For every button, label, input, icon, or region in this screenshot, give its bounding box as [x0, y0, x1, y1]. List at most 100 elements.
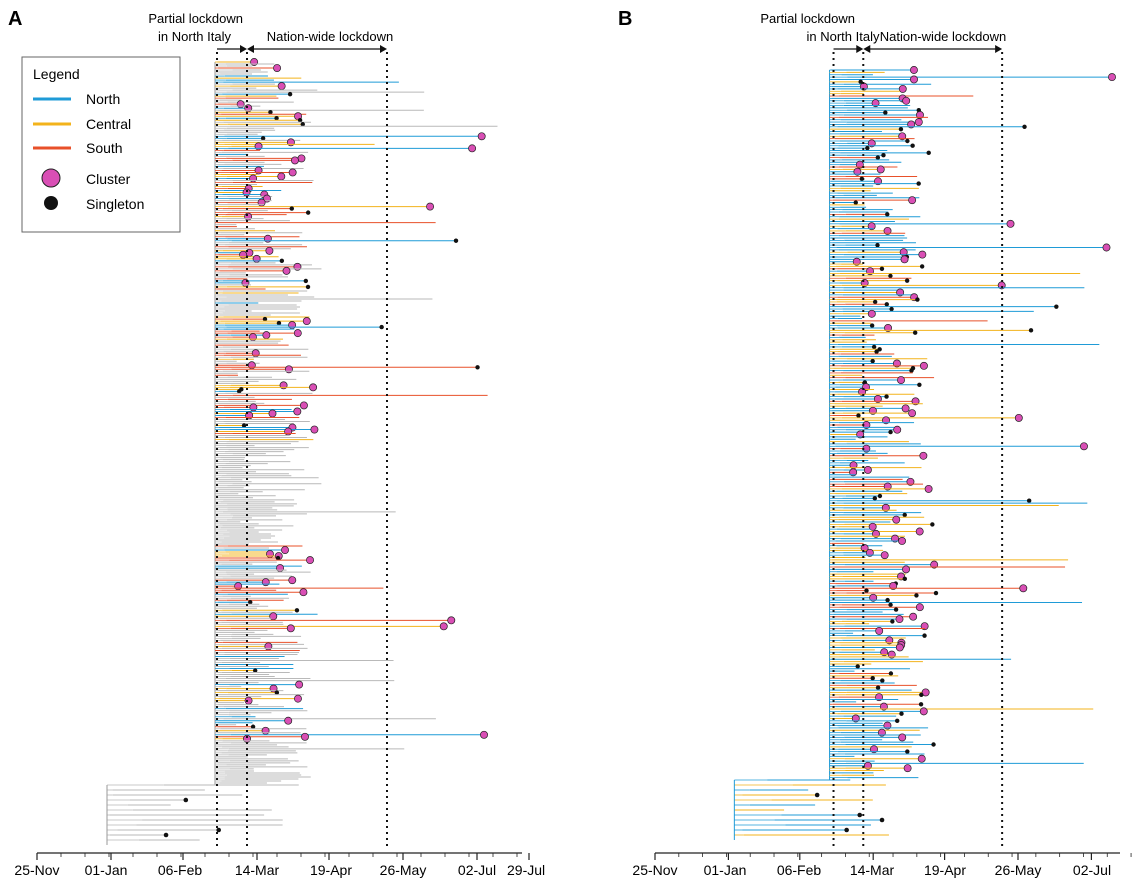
singleton-marker [252, 668, 258, 673]
cluster-marker [898, 132, 907, 141]
singleton-marker [910, 143, 915, 148]
cluster-marker [261, 726, 270, 735]
cluster-marker [880, 648, 889, 657]
cluster-marker [286, 624, 295, 633]
cluster-marker [266, 550, 274, 558]
national-lockdown-arrowhead-left-a [247, 45, 254, 53]
tick-label-b-0: 25-Nov [632, 862, 677, 878]
singleton-marker [888, 429, 893, 435]
singleton-marker [858, 79, 863, 85]
singleton-marker [905, 138, 910, 144]
singleton-marker [864, 588, 869, 593]
cluster-marker [1102, 243, 1111, 252]
cluster-marker [249, 403, 258, 412]
cluster-marker [915, 527, 924, 536]
cluster-marker [295, 680, 304, 689]
cluster-marker [299, 401, 308, 410]
singleton-marker [869, 323, 875, 328]
singleton-marker [926, 150, 931, 156]
cluster-marker [855, 160, 864, 169]
singleton-marker [287, 91, 293, 97]
cluster-marker [299, 588, 308, 597]
panel-label-b: B [618, 8, 632, 30]
singleton-marker [919, 692, 924, 697]
cluster-marker [286, 138, 295, 147]
tick-label-a-6: 02-Jul [458, 862, 496, 878]
phylogeny-panel-b [733, 66, 1116, 840]
cluster-marker [268, 409, 277, 418]
cluster-marker [293, 329, 302, 338]
legend-central-label: Central [86, 116, 131, 132]
cluster-marker [250, 58, 259, 66]
singleton-marker [274, 690, 280, 695]
cluster-marker [867, 222, 876, 231]
legend-singleton-marker [44, 196, 58, 210]
singleton-marker [183, 797, 189, 803]
cluster-marker [282, 266, 291, 275]
cluster-marker [309, 383, 318, 392]
tick-labels-b: 25-Nov 01-Jan 06-Feb 14-Mar 19-Apr 26-Ma… [632, 862, 1111, 878]
singleton-marker [276, 320, 282, 326]
cluster-marker [869, 593, 878, 602]
cluster-marker [247, 361, 256, 370]
cluster-marker [1006, 219, 1015, 228]
cluster-marker [297, 154, 306, 163]
singleton-marker [888, 602, 893, 608]
singleton-marker [297, 118, 303, 123]
singleton-marker [275, 555, 281, 561]
singleton-marker [248, 600, 253, 605]
singleton-marker [1022, 124, 1027, 129]
singleton-marker [931, 742, 936, 747]
tick-label-a-4: 19-Apr [310, 862, 352, 878]
cluster-marker [468, 144, 477, 153]
tick-label-a-7: 29-Jul [507, 862, 545, 878]
cluster-marker [883, 482, 892, 491]
singleton-marker [853, 200, 858, 205]
cluster-marker [863, 761, 872, 770]
cluster-marker [889, 581, 898, 590]
tick-label-b-6: 02-Jul [1073, 862, 1111, 878]
cluster-marker [891, 534, 899, 543]
cluster-marker [914, 118, 923, 127]
cluster-marker [248, 333, 257, 342]
cluster-marker [281, 546, 289, 554]
singleton-marker [260, 136, 266, 141]
singleton-marker [250, 724, 256, 729]
cluster-marker [896, 288, 905, 297]
cluster-marker [239, 250, 248, 259]
cluster-marker [252, 254, 261, 263]
singleton-marker [912, 330, 918, 335]
singleton-marker [289, 206, 294, 211]
singleton-marker [884, 394, 889, 399]
legend: Legend North Central South Cluster Singl… [21, 56, 181, 233]
singleton-marker [305, 210, 311, 215]
cluster-marker [892, 515, 901, 524]
cluster-marker [898, 733, 907, 742]
cluster-marker [872, 529, 880, 538]
singleton-marker [916, 181, 921, 186]
singleton-marker [268, 110, 273, 115]
tick-label-b-1: 01-Jan [704, 862, 747, 878]
cluster-marker [884, 324, 892, 332]
singleton-marker [236, 389, 242, 394]
cluster-marker [265, 246, 274, 255]
singleton-marker [877, 493, 883, 499]
cluster-marker [279, 381, 288, 390]
tick-labels-a: 25-Nov 01-Jan 06-Feb 14-Mar 19-Apr 26-Ma… [14, 862, 545, 878]
singleton-marker [877, 347, 882, 352]
singleton-marker [881, 153, 886, 158]
cluster-marker [919, 707, 928, 716]
cluster-marker [915, 603, 924, 612]
singleton-marker [880, 678, 885, 683]
singleton-marker [865, 145, 870, 151]
cluster-marker [251, 349, 260, 358]
cluster-marker [919, 451, 928, 460]
singleton-marker [453, 238, 459, 243]
cluster-marker [877, 728, 886, 737]
legend-cluster-marker [41, 168, 61, 188]
singleton-marker [902, 512, 907, 518]
singleton-marker [274, 116, 279, 121]
singleton-marker [884, 302, 889, 307]
cluster-marker [310, 425, 319, 434]
nationwide-lockdown-label-b: Nation-wide lockdown [880, 29, 1006, 44]
